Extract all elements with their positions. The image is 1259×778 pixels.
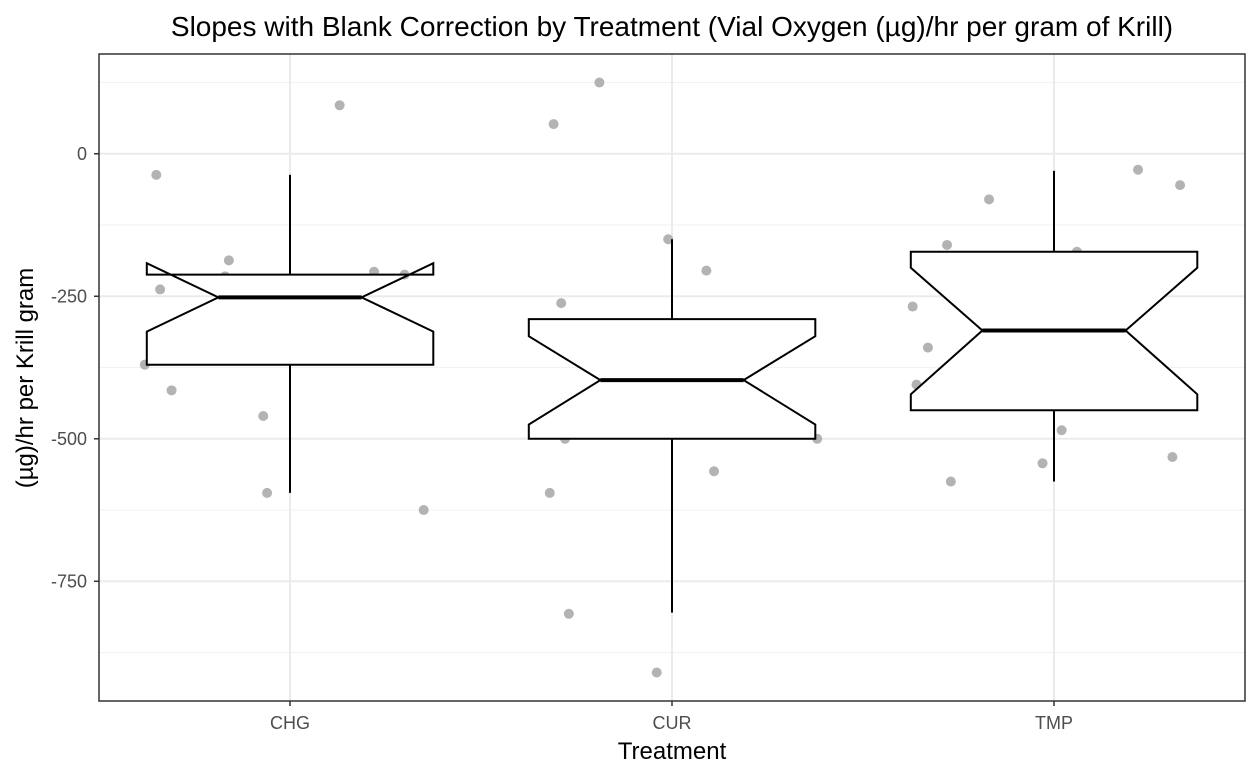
data-point bbox=[701, 265, 712, 276]
data-point bbox=[984, 194, 995, 205]
x-tick-label: CHG bbox=[270, 713, 310, 733]
data-point bbox=[548, 119, 559, 130]
data-point bbox=[166, 385, 177, 396]
y-tick-label: -750 bbox=[51, 571, 87, 591]
data-point bbox=[544, 487, 555, 498]
data-point bbox=[334, 100, 345, 111]
data-point bbox=[651, 667, 662, 678]
data-point bbox=[1167, 452, 1178, 463]
data-point bbox=[563, 608, 574, 619]
data-point bbox=[709, 466, 720, 477]
data-point bbox=[223, 255, 234, 266]
box-tmp bbox=[909, 170, 1199, 482]
data-point bbox=[1056, 425, 1067, 436]
data-point bbox=[663, 234, 674, 245]
y-tick-label: 0 bbox=[77, 144, 87, 164]
x-tick-label: CUR bbox=[653, 713, 692, 733]
data-point bbox=[151, 169, 162, 180]
data-point bbox=[155, 284, 166, 295]
x-axis-title: Treatment bbox=[618, 738, 727, 765]
data-point bbox=[262, 487, 273, 498]
data-point bbox=[942, 239, 953, 250]
plot-panel bbox=[98, 53, 1246, 702]
y-tick-label: -500 bbox=[51, 429, 87, 449]
x-tick-label: TMP bbox=[1035, 713, 1073, 733]
box-cur bbox=[527, 239, 817, 613]
data-point bbox=[945, 476, 956, 487]
y-axis-title: (µg)/hr per Krill gram bbox=[12, 268, 39, 489]
data-point bbox=[258, 410, 269, 421]
data-point bbox=[418, 505, 429, 516]
box-body bbox=[145, 261, 435, 366]
data-point bbox=[1133, 164, 1144, 175]
y-tick-label: -250 bbox=[51, 286, 87, 306]
data-point bbox=[594, 77, 605, 88]
data-point bbox=[1037, 458, 1048, 469]
data-point bbox=[922, 342, 933, 353]
data-point bbox=[556, 298, 567, 309]
data-point bbox=[907, 301, 918, 312]
box-chg bbox=[145, 174, 435, 493]
data-point bbox=[1175, 180, 1186, 191]
chart-title: Slopes with Blank Correction by Treatmen… bbox=[171, 11, 1173, 42]
